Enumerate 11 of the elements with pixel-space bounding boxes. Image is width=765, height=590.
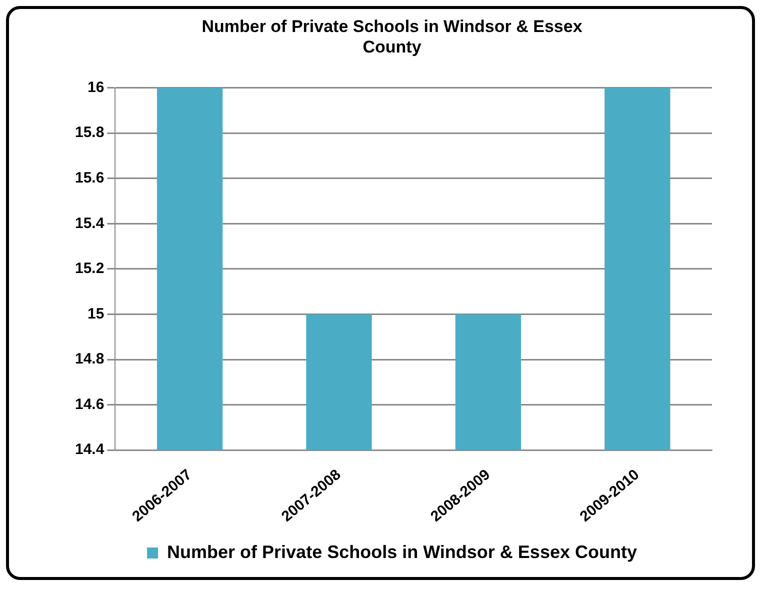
- y-tick-label: 14.4: [74, 441, 105, 458]
- y-tick-label: 14.8: [74, 350, 104, 368]
- y-tick-label: 15.2: [74, 260, 104, 278]
- y-tick-label: 15.8: [74, 124, 104, 142]
- legend-label: Number of Private Schools in Windsor & Essex County: [167, 542, 637, 562]
- y-tick-label: 15.4: [74, 214, 105, 232]
- y-tick-label: 15.6: [74, 170, 104, 187]
- y-tick-label: 16: [88, 78, 104, 96]
- chart-title: Number of Private Schools in Windsor & Essex County: [202, 16, 583, 56]
- y-tick-label: 15: [88, 305, 104, 322]
- y-tick-label: 14.6: [74, 396, 104, 413]
